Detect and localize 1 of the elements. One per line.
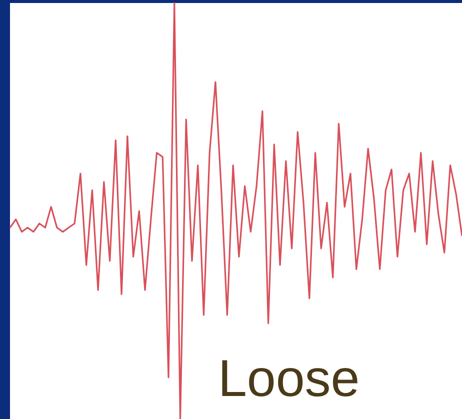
- annotation: Loose: [218, 350, 360, 408]
